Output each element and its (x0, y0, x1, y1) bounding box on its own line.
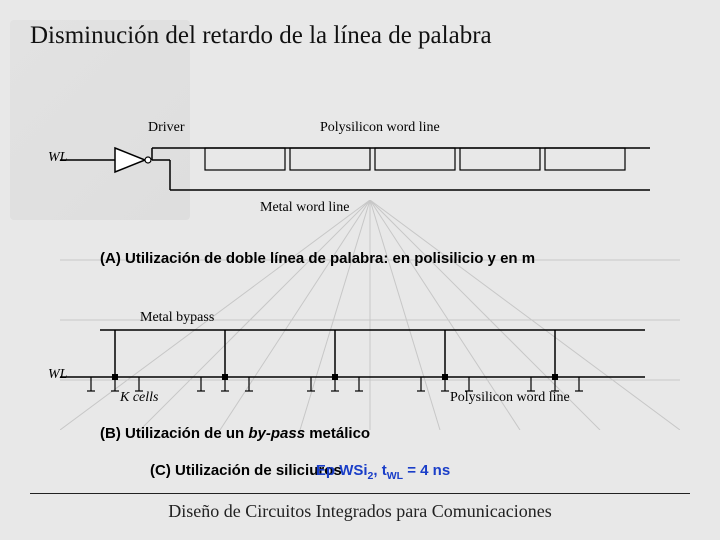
caption-a: (A) Utilización de doble línea de palabr… (100, 250, 700, 267)
footer-divider (30, 493, 690, 494)
footer-text: Diseño de Circuitos Integrados para Comu… (0, 501, 720, 522)
label-poly-a: Polysilicon word line (320, 120, 440, 136)
label-driver: Driver (148, 120, 185, 136)
caption-c: (C) Utilización de siliciuros Ep WSi2, t… (150, 462, 450, 482)
caption-c-right: Ep WSi2, tWL = 4 ns (316, 462, 450, 479)
diagram-a (60, 120, 650, 230)
page-title: Disminución del retardo de la línea de p… (30, 22, 690, 50)
label-metal-a: Metal word line (260, 200, 349, 216)
label-poly-b: Polysilicon word line (450, 390, 570, 406)
caption-c-left: (C) Utilización de siliciuros (150, 462, 342, 479)
label-wl-b: WL (48, 367, 67, 383)
caption-b: (B) Utilización de un by-pass metálico (100, 425, 370, 442)
label-kcells: K cells (120, 390, 159, 406)
label-metal-bypass: Metal bypass (140, 310, 214, 326)
label-wl-a: WL (48, 150, 67, 166)
